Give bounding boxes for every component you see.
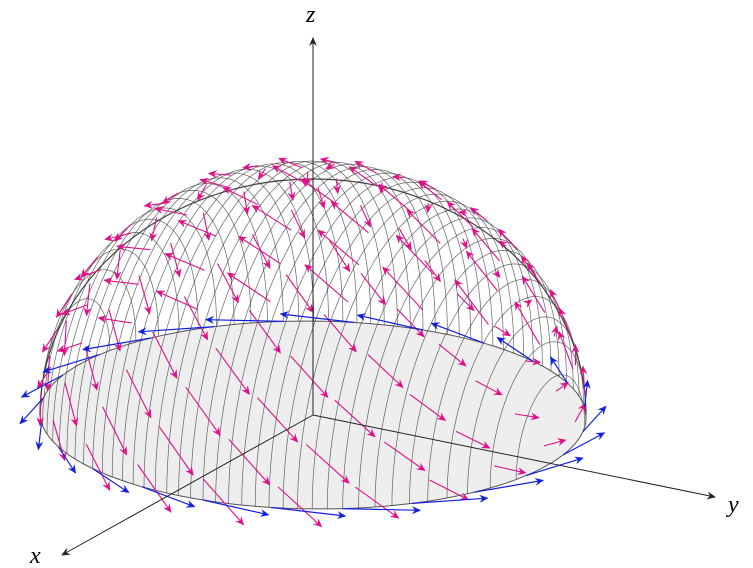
field-arrow: [472, 229, 500, 261]
field-arrow: [381, 183, 382, 193]
field-arrow: [157, 291, 197, 309]
field-arrow: [522, 276, 544, 312]
field-arrow: [217, 264, 238, 303]
field-arrow: [179, 221, 217, 236]
field-arrow: [495, 326, 511, 336]
field-arrow: [455, 280, 488, 324]
field-arrow: [459, 212, 467, 213]
field-arrow: [336, 178, 337, 193]
field-arrow: [105, 233, 131, 239]
field-arrow: [165, 254, 204, 271]
field-arrow: [396, 235, 433, 274]
field-arrow: [515, 302, 540, 345]
field-arrow: [393, 177, 404, 178]
field-arrow: [48, 356, 50, 390]
field-arrow: [331, 202, 368, 233]
field-arrow: [379, 185, 410, 212]
field-arrow: [228, 273, 271, 302]
field-arrow: [286, 275, 313, 313]
field-arrow: [305, 265, 348, 302]
field-arrow: [58, 343, 82, 351]
diagram: z y x: [0, 0, 753, 568]
z-label: z: [305, 2, 316, 28]
field-arrow: [407, 210, 440, 244]
field-arrow: [152, 218, 157, 241]
field-arrow: [64, 321, 66, 356]
field-arrow: [425, 260, 441, 281]
field-arrow: [244, 192, 248, 214]
field-arrow: [383, 267, 423, 310]
field-arrow: [139, 276, 150, 314]
field-arrow: [495, 272, 500, 278]
field-arrow: [428, 203, 429, 212]
x-label: x: [29, 543, 41, 568]
field-arrow: [463, 239, 467, 249]
field-arrow: [223, 188, 258, 205]
field-arrow: [252, 234, 270, 268]
field-arrow: [87, 283, 90, 315]
field-arrow: [447, 202, 473, 228]
boundary-arrow: [343, 509, 420, 511]
field-arrow: [252, 206, 291, 231]
y-label: y: [726, 492, 739, 518]
field-arrow: [203, 213, 208, 240]
boundary-arrow: [38, 423, 41, 450]
boundary-arrow: [206, 320, 283, 322]
